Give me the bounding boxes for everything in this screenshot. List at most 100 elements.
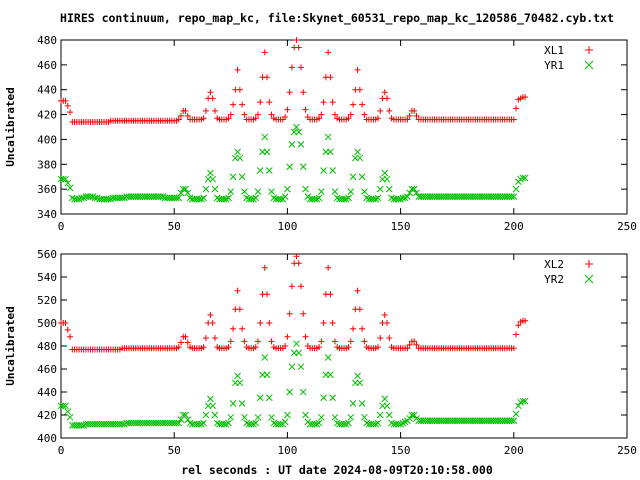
data-point (207, 169, 214, 177)
data-point (315, 194, 323, 202)
data-point (277, 420, 284, 428)
data-point (356, 86, 363, 93)
data-point (404, 193, 411, 200)
data-point (510, 345, 517, 352)
y-tick-label: 360 (37, 183, 57, 196)
data-point (331, 188, 339, 195)
data-point (324, 133, 332, 141)
data-point (384, 95, 391, 102)
data-point (173, 419, 180, 427)
data-point (261, 264, 268, 271)
y-tick-label: 400 (37, 133, 57, 146)
data-point (383, 402, 391, 410)
x-tick-label: 150 (391, 220, 411, 233)
data-point (62, 97, 69, 104)
data-point (411, 338, 418, 345)
x-tick-label: 200 (504, 444, 524, 457)
data-point (268, 111, 275, 118)
x-tick-label: 200 (504, 220, 524, 233)
data-point (510, 116, 517, 123)
data-point (64, 179, 72, 187)
data-point (236, 379, 244, 387)
data-point (302, 106, 309, 113)
data-point (508, 193, 515, 200)
data-point (230, 101, 237, 108)
data-point (186, 419, 194, 427)
data-point (293, 37, 300, 43)
data-point (266, 99, 273, 106)
data-point (318, 111, 325, 118)
data-point (252, 194, 260, 202)
data-point (175, 116, 182, 123)
data-point (241, 111, 248, 118)
y-tick-label: 480 (37, 34, 57, 47)
data-point (329, 394, 337, 402)
y-tick-label: 500 (37, 317, 57, 330)
data-point (356, 306, 363, 313)
y-tick-label: 340 (37, 208, 57, 221)
data-point (234, 287, 241, 294)
data-point (408, 411, 416, 419)
y-tick-label: 380 (37, 158, 57, 171)
data-point (62, 402, 69, 410)
data-point (299, 388, 307, 396)
data-point (177, 339, 184, 346)
data-point (522, 317, 529, 324)
legend-marker (585, 260, 593, 268)
data-point (510, 193, 518, 200)
data-point (345, 194, 352, 202)
data-point (241, 188, 248, 195)
data-point (510, 417, 518, 425)
data-point (320, 167, 327, 174)
data-point (345, 419, 352, 427)
y-axis-label: Uncalibrated (4, 87, 17, 166)
data-point (333, 419, 341, 427)
data-point (59, 175, 67, 183)
x-tick-label: 100 (277, 444, 297, 457)
x-axis-label: rel seconds : UT date 2024-08-09T20:10:5… (181, 463, 493, 477)
data-point (225, 344, 232, 351)
y-tick-label: 520 (37, 294, 57, 307)
data-point (257, 320, 264, 326)
data-point (182, 185, 189, 193)
data-point (361, 338, 368, 345)
bottom-panel: 400 420 440 460 480 500 520 540 560 0 50 100 150 200 2… (4, 248, 637, 457)
data-point (331, 413, 339, 421)
data-point (374, 419, 382, 427)
data-point (254, 111, 261, 118)
data-point (182, 333, 189, 340)
series-xl2 (58, 253, 529, 353)
data-point (225, 419, 232, 427)
data-point (182, 411, 189, 419)
y-tick-label: 420 (37, 109, 57, 122)
data-point (288, 363, 296, 371)
data-point (195, 195, 203, 203)
data-point (404, 116, 411, 123)
data-point (327, 291, 334, 298)
data-point (263, 148, 271, 156)
data-point (238, 400, 246, 407)
data-point (374, 194, 382, 202)
data-point (354, 287, 361, 294)
data-point (354, 148, 361, 156)
data-point (327, 371, 334, 379)
data-point (211, 185, 219, 193)
top-panel: 340 360 380 400 420 440 460 480 0 50 100 150 200 250 U… (4, 34, 637, 233)
legend-label: YR2 (544, 273, 564, 286)
data-point (175, 419, 183, 427)
data-point (236, 86, 243, 93)
data-point (256, 394, 264, 402)
legend-label: YR1 (544, 59, 564, 72)
data-point (225, 115, 232, 122)
data-point (282, 343, 289, 349)
data-point (358, 400, 366, 407)
data-point (177, 189, 185, 197)
data-point (515, 322, 522, 329)
data-point (256, 167, 264, 174)
y-tick-label: 480 (37, 340, 57, 353)
data-point (311, 195, 318, 203)
data-point (297, 283, 304, 290)
data-point (295, 349, 303, 357)
data-point (270, 419, 278, 427)
